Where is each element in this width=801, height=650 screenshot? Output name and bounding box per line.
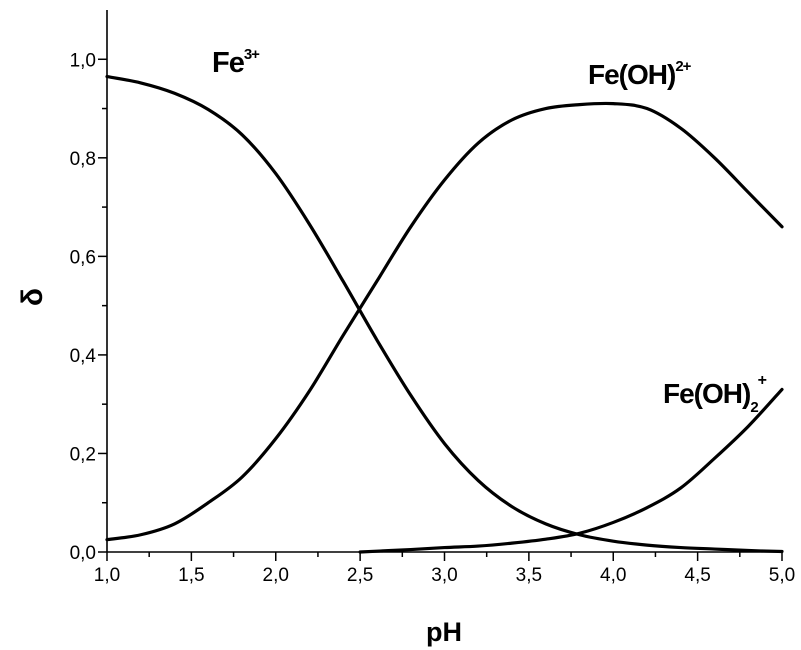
axis-ticks: 1,0 1,5 2,0 2,5 3,0 3,5 4,0 4,5 5,0 0,0 0,2 0,4 0,6 0…: [70, 50, 796, 586]
x-tick-label: 2,5: [347, 565, 373, 586]
y-tick-label: 0,0: [70, 543, 96, 564]
y-tick-label: 0,2: [70, 444, 96, 465]
y-tick-label: 0,6: [70, 247, 96, 268]
x-tick-label: 3,0: [431, 565, 457, 586]
x-tick-label: 1,0: [94, 565, 120, 586]
x-axis-title: pH: [426, 617, 462, 647]
x-tick-label: 4,0: [600, 565, 626, 586]
feoh2plus-label: Fe(OH)2+: [663, 372, 767, 416]
y-tick-label: 1,0: [70, 50, 96, 71]
x-tick-label: 3,5: [516, 565, 542, 586]
fe3-label: Fe3+: [212, 46, 260, 79]
x-tick-label: 2,0: [263, 565, 289, 586]
plot-area: [106, 10, 782, 553]
feoh2-label: Fe(OH)2+: [588, 58, 692, 90]
feoh2-curve: [105, 101, 784, 542]
x-tick-label: 4,5: [684, 565, 710, 586]
x-tick-label: 5,0: [769, 565, 795, 586]
x-tick-label: 1,5: [178, 565, 204, 586]
species-labels: Fe3+ Fe(OH)2+ Fe(OH)2+: [212, 46, 768, 416]
y-tick-label: 0,8: [70, 149, 96, 170]
feoh2plus-curve: [358, 387, 784, 554]
y-tick-label: 0,4: [70, 346, 97, 367]
curves: [105, 74, 784, 554]
y-axis-title: δ: [16, 288, 49, 306]
fe3-curve: [105, 74, 784, 554]
